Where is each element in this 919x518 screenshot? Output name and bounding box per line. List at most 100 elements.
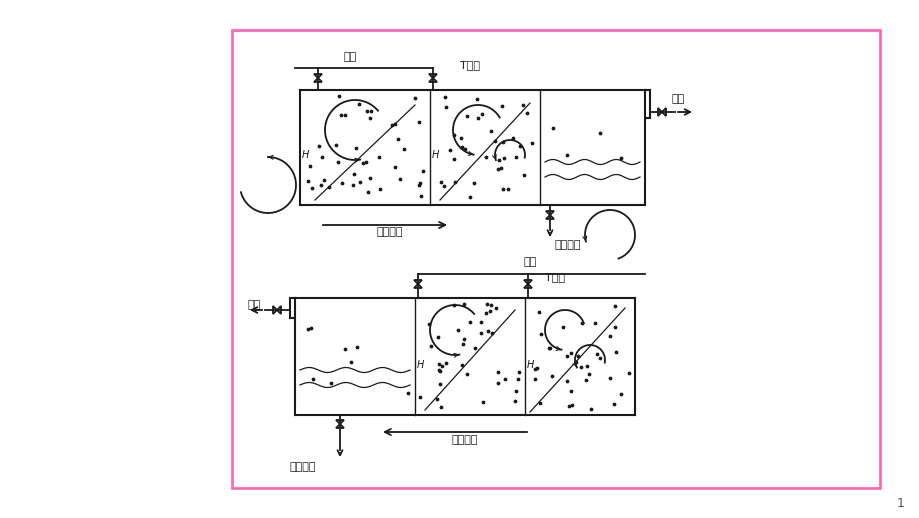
Point (411, 180, 425, 189)
Point (350, 342, 365, 351)
Polygon shape (414, 280, 422, 284)
Point (459, 111, 473, 120)
Point (433, 178, 448, 186)
Point (396, 145, 411, 153)
Point (511, 368, 526, 376)
Polygon shape (313, 78, 322, 82)
Point (329, 140, 344, 149)
Point (356, 159, 370, 167)
Point (508, 153, 523, 162)
Point (471, 113, 485, 122)
Text: 进水: 进水 (343, 52, 357, 62)
Polygon shape (414, 284, 422, 288)
Point (602, 332, 617, 340)
Point (561, 401, 575, 410)
Point (468, 344, 482, 352)
Point (322, 183, 336, 191)
Point (560, 151, 574, 159)
Point (431, 333, 446, 341)
Point (388, 163, 403, 171)
Text: H: H (301, 150, 309, 160)
Bar (232, 30, 879, 488)
Point (478, 309, 493, 318)
Point (442, 146, 457, 154)
Point (478, 153, 493, 161)
Point (570, 352, 584, 360)
Point (602, 373, 617, 382)
Point (593, 128, 607, 137)
Point (607, 301, 622, 310)
Point (358, 158, 373, 166)
Point (447, 301, 461, 309)
Point (435, 362, 449, 370)
Point (455, 340, 470, 348)
Point (331, 158, 346, 166)
Point (508, 386, 523, 395)
Point (607, 348, 622, 356)
Point (359, 107, 374, 115)
Text: H: H (432, 150, 439, 160)
Point (540, 343, 555, 352)
Point (589, 350, 604, 358)
Point (472, 318, 487, 326)
Point (306, 375, 321, 383)
Point (533, 329, 548, 338)
Point (487, 137, 502, 145)
Point (563, 386, 578, 395)
Point (480, 300, 494, 308)
Point (516, 171, 531, 180)
Point (362, 113, 377, 122)
Point (528, 376, 542, 384)
Point (337, 111, 352, 119)
Point (391, 135, 405, 143)
Point (583, 405, 597, 413)
Point (573, 363, 588, 371)
Point (414, 192, 428, 200)
Text: 1: 1 (896, 497, 904, 510)
Point (532, 399, 547, 407)
Point (495, 138, 510, 147)
Point (466, 179, 481, 187)
Point (505, 134, 519, 142)
Point (348, 145, 363, 153)
Point (470, 95, 484, 103)
Point (453, 134, 468, 142)
Point (346, 181, 360, 190)
Point (301, 325, 315, 334)
Point (407, 93, 422, 102)
Point (448, 178, 462, 186)
Point (421, 320, 436, 328)
Polygon shape (273, 306, 277, 314)
Point (460, 370, 474, 378)
Point (413, 393, 427, 401)
Point (500, 184, 515, 193)
Point (432, 367, 447, 375)
Point (343, 358, 357, 366)
Point (620, 369, 635, 378)
Point (303, 323, 318, 332)
Point (472, 328, 487, 337)
Point (490, 367, 505, 376)
Point (544, 372, 559, 380)
Point (494, 102, 509, 110)
Point (542, 344, 557, 352)
Polygon shape (545, 215, 553, 219)
Point (437, 181, 451, 190)
Point (462, 318, 477, 326)
Polygon shape (428, 74, 437, 78)
Point (593, 354, 607, 362)
Point (484, 329, 499, 337)
Point (302, 162, 317, 170)
Point (497, 375, 512, 383)
Point (493, 164, 507, 172)
Point (579, 362, 594, 370)
Point (313, 181, 328, 189)
Point (568, 358, 583, 366)
Point (352, 178, 367, 186)
Polygon shape (313, 74, 322, 78)
Point (581, 369, 596, 378)
Point (305, 184, 320, 192)
Point (424, 342, 438, 350)
Point (429, 394, 444, 402)
Text: 剰余污泥: 剰余污泥 (554, 240, 581, 250)
